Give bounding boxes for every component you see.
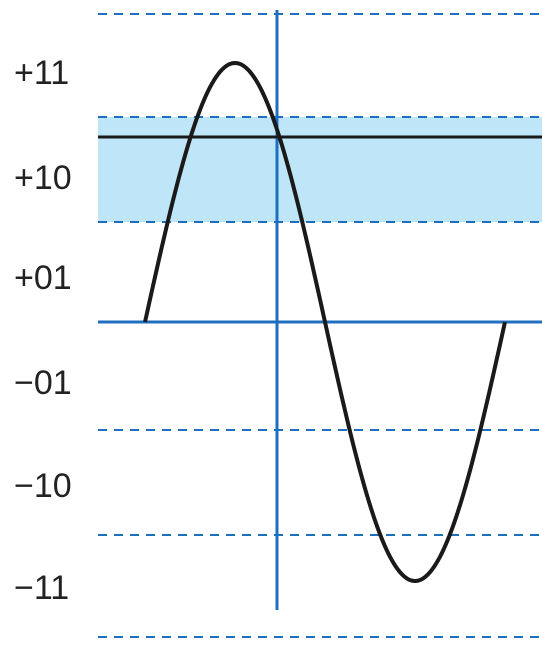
sine-curve (143, 61, 507, 583)
level-label-plus-10: +10 (14, 159, 72, 197)
level-label-minus-10: −10 (14, 467, 72, 505)
level-label-minus-11: −11 (14, 569, 70, 607)
level-label-plus-01: +01 (14, 259, 72, 297)
level-label-plus-11: +11 (14, 54, 70, 92)
level-label-minus-01: −01 (14, 364, 72, 402)
highlighted-band (98, 117, 542, 222)
